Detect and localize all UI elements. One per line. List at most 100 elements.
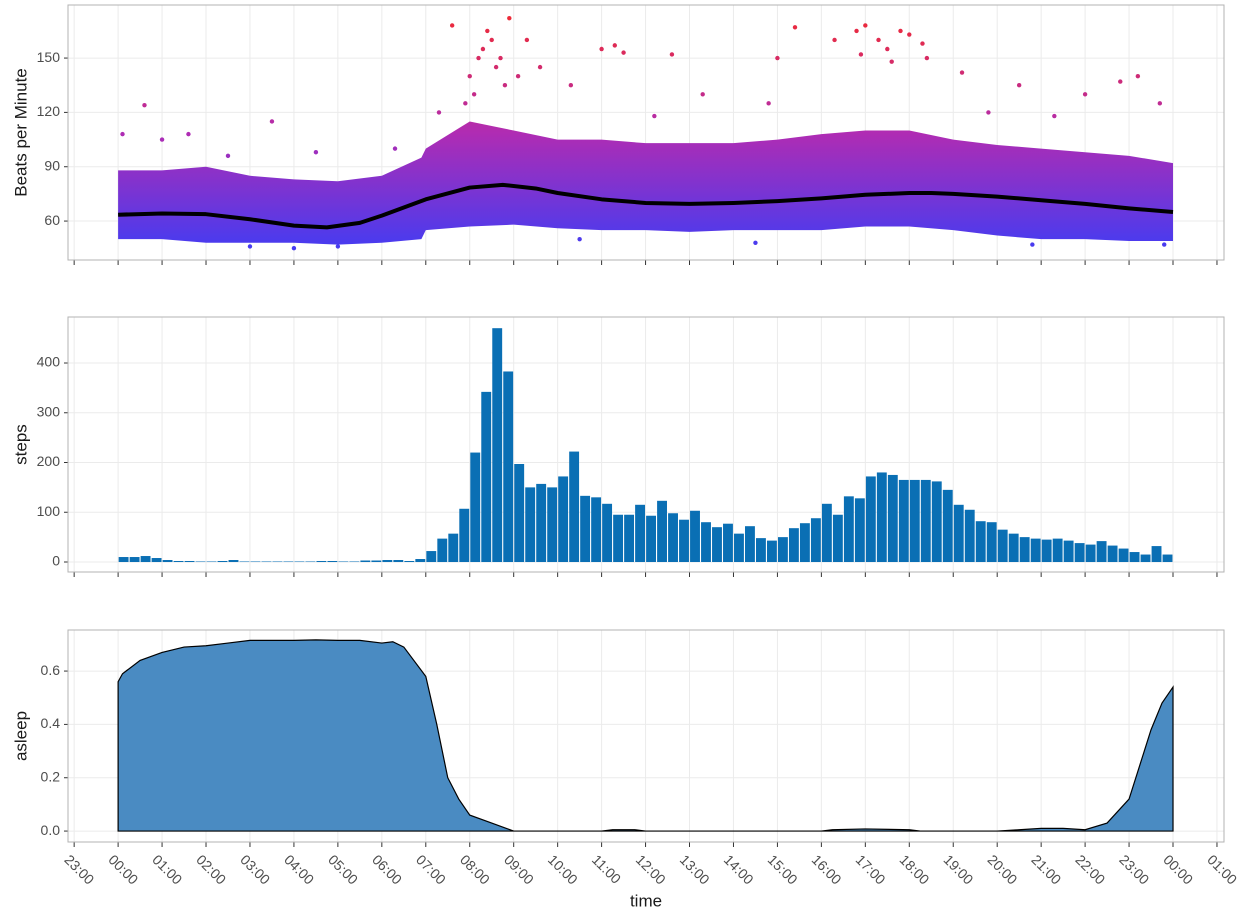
y-tick-label: 0.2 (41, 768, 61, 784)
panel-border (67, 316, 1225, 573)
bar (1063, 540, 1074, 563)
y-tick-label: 300 (37, 403, 61, 419)
bar (228, 560, 239, 563)
bar (360, 560, 371, 563)
bar (382, 560, 393, 563)
bar (1096, 541, 1107, 563)
bar (151, 558, 162, 563)
x-tick-label: 14:00 (721, 851, 757, 887)
bar (569, 451, 580, 563)
heart-rate-point (476, 55, 481, 61)
panel-border (67, 4, 1225, 261)
bar (536, 483, 547, 563)
x-tick-label: 01:00 (1204, 851, 1240, 887)
heart-rate-point (858, 52, 864, 57)
y-tick-label: 60 (44, 212, 60, 228)
bar (997, 529, 1008, 563)
bar (712, 527, 722, 563)
bar (657, 500, 667, 563)
bar (492, 328, 503, 563)
bar (503, 371, 514, 563)
y-tick-label: 90 (44, 157, 60, 173)
heart-rate-point (1135, 73, 1141, 79)
bar (580, 495, 591, 563)
heart-rate-point (524, 37, 530, 43)
bar (788, 528, 799, 563)
smooth-line (118, 182, 1174, 230)
heart-rate-point (313, 150, 319, 155)
heart-rate-point (907, 32, 912, 37)
bar (525, 487, 536, 563)
heart-rate-point (876, 37, 881, 43)
x-tick-label: 12:00 (633, 851, 669, 887)
heart-rate-point (1118, 79, 1123, 84)
area (117, 639, 1174, 832)
heart-rate-point (537, 64, 543, 70)
y-tick-label: 100 (37, 503, 61, 519)
bar (1074, 543, 1085, 563)
heart-rate-point (480, 46, 486, 52)
heart-rate-point (1030, 242, 1035, 247)
x-tick-label: 23:00 (1116, 851, 1152, 887)
bar (942, 489, 953, 563)
bar (898, 479, 909, 563)
bar (404, 561, 415, 563)
heart-rate-point (335, 244, 341, 249)
bar (1008, 533, 1019, 563)
y-tick-label: 150 (37, 49, 61, 65)
x-tick-label: 17:00 (853, 851, 889, 887)
bar (766, 540, 777, 563)
x-tick-label: 11:00 (589, 851, 625, 887)
bar (1019, 537, 1030, 563)
bar (426, 551, 437, 563)
heart-rate-point (1082, 92, 1088, 97)
bar (591, 497, 602, 563)
bar (865, 476, 876, 563)
bar (953, 504, 964, 563)
heart-rate-point (612, 43, 617, 48)
bar (602, 503, 613, 563)
bar (755, 538, 766, 563)
y-tick-label: 0 (52, 553, 60, 569)
heart-rate-point (920, 41, 925, 46)
bar (854, 498, 865, 563)
heart-rate-point (832, 37, 837, 43)
heart-rate-point (775, 55, 780, 61)
bar (184, 561, 195, 563)
heart-rate-point (766, 101, 771, 106)
bar (646, 515, 656, 563)
heart-rate-point (577, 236, 582, 242)
bar (459, 508, 470, 563)
bar (1118, 548, 1129, 563)
heart-rate-point (1157, 101, 1163, 106)
heart-rate-point (924, 55, 930, 61)
bar (129, 557, 140, 563)
bar (799, 523, 810, 563)
bar (118, 557, 129, 563)
heart-rate-point (792, 25, 798, 30)
x-tick-label: 18:00 (897, 851, 933, 887)
heart-rate-point (854, 28, 859, 34)
heart-rate-point (753, 240, 758, 245)
heart-rate-point (436, 110, 442, 115)
x-tick-label: 07:00 (413, 851, 449, 887)
heart-rate-point (885, 46, 890, 52)
x-tick-label: 13:00 (677, 851, 713, 887)
bar (690, 510, 700, 563)
bar (481, 391, 492, 563)
y-tick-label: 0.0 (41, 822, 61, 838)
bar (986, 522, 997, 563)
bar (679, 519, 689, 563)
x-tick-label: 10:00 (545, 851, 581, 887)
bar (162, 560, 173, 563)
heart-rate-point (247, 244, 253, 249)
x-tick-label: 09:00 (501, 851, 537, 887)
bar (1052, 538, 1063, 563)
bar (876, 472, 887, 563)
heart-rate-point (1162, 242, 1167, 247)
heart-rate-point (467, 73, 472, 79)
x-tick-label: 21:00 (1028, 851, 1064, 887)
bar (832, 514, 843, 563)
bar (745, 526, 755, 563)
